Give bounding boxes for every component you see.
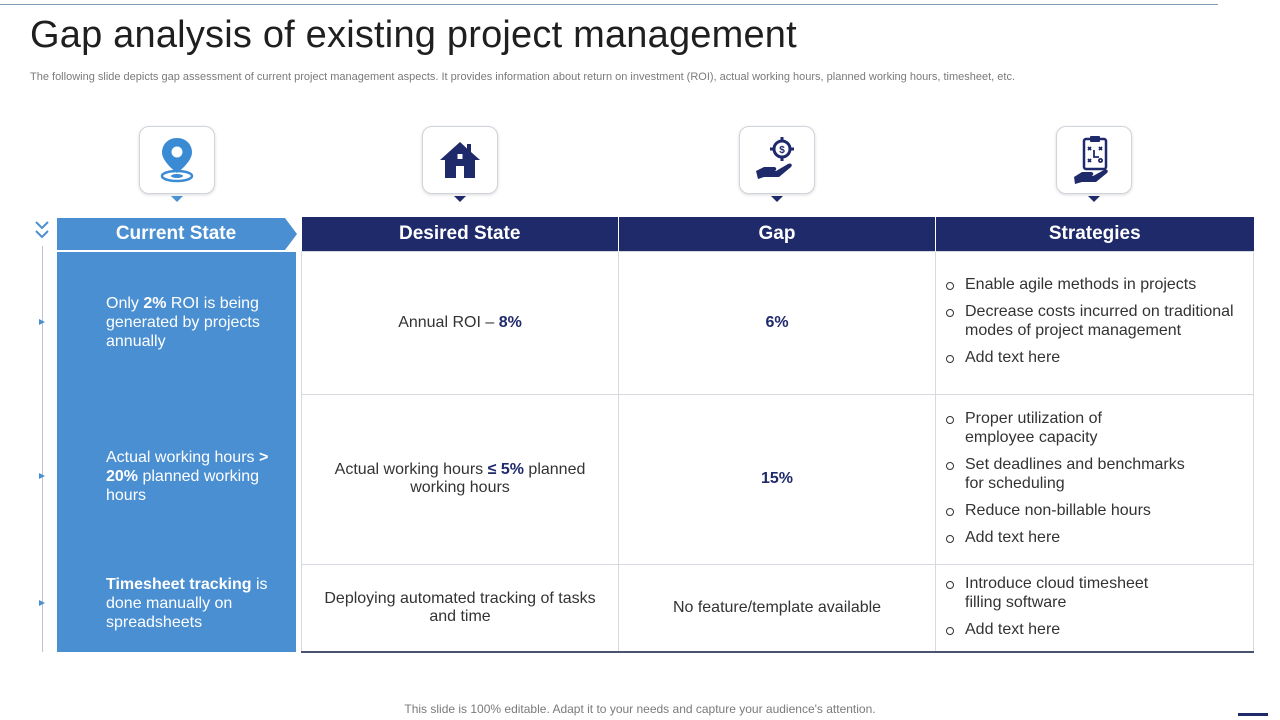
strategy-item: Set deadlines and benchmarks for schedul… (944, 455, 1193, 493)
table-row: Deploying automated tracking of tasks an… (301, 563, 1254, 653)
current-state-cell: Only 2% ROI is being generated by projec… (106, 295, 260, 350)
pointer (454, 196, 466, 202)
strategy-item: Add text here (944, 620, 1163, 639)
location-pin-icon (160, 138, 194, 183)
pointer (1088, 196, 1100, 202)
gap-header: Gap (618, 217, 936, 251)
clipboard-hand-icon-box (1056, 126, 1132, 194)
strategy-item: Add text here (944, 528, 1193, 547)
top-rule (0, 4, 1218, 5)
clipboard-hand-icon (1074, 136, 1108, 184)
slide-title: Gap analysis of existing project managem… (30, 14, 797, 56)
desired-state-cell: Deploying automated tracking of tasks an… (301, 563, 619, 653)
location-pin-icon-box (139, 126, 215, 194)
strategy-item: Enable agile methods in projects (944, 275, 1243, 294)
table-row: Annual ROI – 8% 6% Enable agile methods … (301, 250, 1254, 395)
gap-cell: 6% (618, 250, 936, 395)
pointer (771, 196, 783, 202)
gap-cell: No feature/template available (618, 563, 936, 653)
pointer (171, 196, 183, 202)
house-icon (440, 142, 480, 178)
money-hand-gear-icon-box: $ (739, 126, 815, 194)
timeline-marker-icon (39, 319, 45, 325)
strategies-cell: Proper utilization of employee capacity … (935, 393, 1254, 565)
strategy-item: Proper utilization of employee capacity (944, 409, 1193, 447)
gap-cell: 15% (618, 393, 936, 565)
timeline-marker-icon (39, 473, 45, 479)
table-row: Actual working hours ≤ 5% planned workin… (301, 393, 1254, 565)
strategies-header: Strategies (935, 217, 1254, 251)
current-state-header-arrow (57, 218, 297, 250)
current-state-column (57, 252, 296, 652)
slide-subtitle: The following slide depicts gap assessme… (30, 71, 1015, 83)
current-state-cell: Timesheet tracking is done manually on s… (106, 576, 268, 631)
strategy-item: Introduce cloud timesheet filling softwa… (944, 574, 1163, 612)
timeline-marker-icon (39, 600, 45, 606)
double-chevron-down-icon (35, 221, 49, 239)
footer-accent-bar (1238, 713, 1268, 716)
svg-text:$: $ (779, 145, 785, 156)
slide-footer: This slide is 100% editable. Adapt it to… (404, 702, 876, 716)
timeline-line (42, 246, 43, 652)
strategies-cell: Enable agile methods in projects Decreas… (935, 250, 1254, 395)
current-state-header: Current State (115, 223, 237, 244)
strategies-cell: Introduce cloud timesheet filling softwa… (935, 563, 1254, 653)
gap-analysis-table: Desired State Gap Strategies Annual ROI … (301, 217, 1254, 653)
strategy-item: Reduce non-billable hours (944, 501, 1193, 520)
strategy-item: Decrease costs incurred on traditional m… (944, 302, 1243, 340)
table-header-row: Desired State Gap Strategies (301, 217, 1254, 251)
desired-state-cell: Annual ROI – 8% (301, 250, 619, 395)
desired-state-header: Desired State (301, 217, 619, 251)
current-state-cell: Actual working hours > 20% planned worki… (106, 449, 269, 504)
strategy-item: Add text here (944, 348, 1243, 367)
house-icon-box (422, 126, 498, 194)
desired-state-cell: Actual working hours ≤ 5% planned workin… (301, 393, 619, 565)
money-hand-gear-icon: $ (756, 137, 794, 179)
